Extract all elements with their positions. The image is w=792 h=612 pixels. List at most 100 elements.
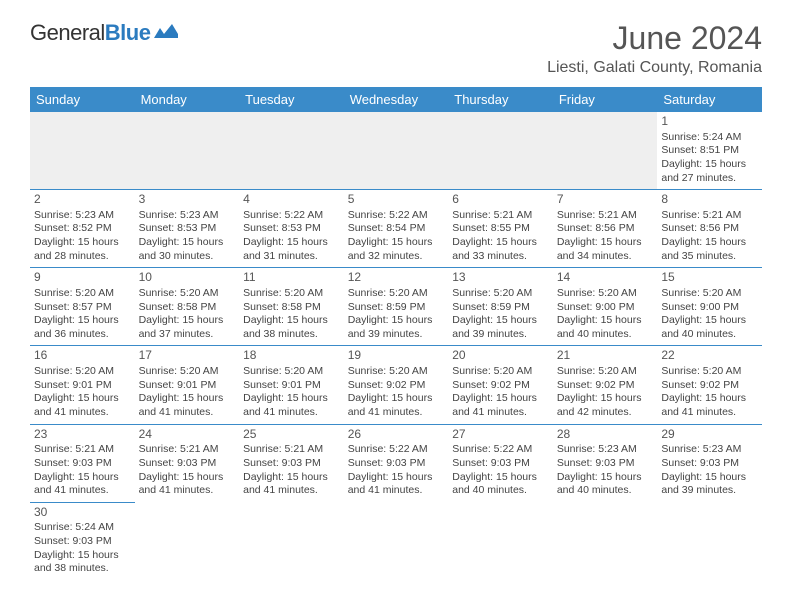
calendar-cell: 25Sunrise: 5:21 AMSunset: 9:03 PMDayligh…: [239, 424, 344, 502]
calendar-week-row: 23 Sunrise: 5:21 AM Sunset: 9:03 PM Dayligh…: [30, 424, 762, 502]
sunset-text: Sunset: 8:55 PM: [452, 222, 549, 236]
title-block: June 2024 Liesti, Galati County, Romania: [547, 20, 762, 77]
calendar-cell: 10Sunrise: 5:20 AMSunset: 8:58 PMDayligh…: [135, 268, 240, 346]
daylight-text: Daylight: 15 hours: [452, 471, 549, 485]
calendar-cell: 14Sunrise: 5:20 AMSunset: 9:00 PMDayligh…: [553, 268, 658, 346]
weekday-header: Sunday: [30, 87, 135, 112]
calendar-table: Sunday Monday Tuesday Wednesday Thursday…: [30, 87, 762, 580]
sunrise-text: Sunrise: 5:24 AM: [661, 131, 758, 145]
sunrise-text: Sunrise: 5:22 AM: [243, 209, 340, 223]
daylight-text: Daylight: 15 hours: [139, 236, 236, 250]
daylight-text: Daylight: 15 hours: [34, 549, 131, 563]
calendar-cell: 18Sunrise: 5:20 AMSunset: 9:01 PMDayligh…: [239, 346, 344, 424]
daylight-text: Daylight: 15 hours: [139, 314, 236, 328]
sunset-text: Sunset: 8:59 PM: [452, 301, 549, 315]
sunrise-text: Sunrise: 5:24 AM: [34, 521, 131, 535]
calendar-cell: 19Sunrise: 5:20 AMSunset: 9:02 PMDayligh…: [344, 346, 449, 424]
day-number: 22: [661, 348, 758, 364]
sunrise-text: Sunrise: 5:20 AM: [452, 287, 549, 301]
calendar-cell: 12Sunrise: 5:20 AMSunset: 8:59 PMDayligh…: [344, 268, 449, 346]
calendar-cell: [30, 112, 135, 190]
calendar-cell: 22Sunrise: 5:20 AMSunset: 9:02 PMDayligh…: [657, 346, 762, 424]
daylight-text: and 41 minutes.: [243, 406, 340, 420]
day-number: 30: [34, 505, 131, 521]
calendar-cell: 2Sunrise: 5:23 AMSunset: 8:52 PMDaylight…: [30, 190, 135, 268]
daylight-text: and 34 minutes.: [557, 250, 654, 264]
day-number: 1: [661, 114, 758, 130]
sunrise-text: Sunrise: 5:23 AM: [557, 443, 654, 457]
daylight-text: and 42 minutes.: [557, 406, 654, 420]
sunrise-text: Sunrise: 5:20 AM: [348, 287, 445, 301]
day-number: 15: [661, 270, 758, 286]
daylight-text: Daylight: 15 hours: [34, 471, 131, 485]
calendar-week-row: 1Sunrise: 5:24 AMSunset: 8:51 PMDaylight…: [30, 112, 762, 190]
calendar-cell: 1Sunrise: 5:24 AMSunset: 8:51 PMDaylight…: [657, 112, 762, 190]
sunset-text: Sunset: 8:54 PM: [348, 222, 445, 236]
logo: GeneralBlue: [30, 20, 178, 46]
sunrise-text: Sunrise: 5:21 AM: [243, 443, 340, 457]
flag-icon: [154, 20, 178, 46]
daylight-text: and 40 minutes.: [452, 484, 549, 498]
weekday-header: Saturday: [657, 87, 762, 112]
daylight-text: Daylight: 15 hours: [348, 236, 445, 250]
day-number: 19: [348, 348, 445, 364]
day-number: 23: [34, 427, 131, 443]
sunrise-text: Sunrise: 5:20 AM: [557, 287, 654, 301]
calendar-cell: 29Sunrise: 5:23 AMSunset: 9:03 PMDayligh…: [657, 424, 762, 502]
daylight-text: and 33 minutes.: [452, 250, 549, 264]
calendar-cell: 27Sunrise: 5:22 AMSunset: 9:03 PMDayligh…: [448, 424, 553, 502]
daylight-text: and 41 minutes.: [452, 406, 549, 420]
daylight-text: and 30 minutes.: [139, 250, 236, 264]
sunrise-text: Sunrise: 5:22 AM: [452, 443, 549, 457]
calendar-week-row: 2Sunrise: 5:23 AMSunset: 8:52 PMDaylight…: [30, 190, 762, 268]
day-number: 17: [139, 348, 236, 364]
calendar-cell: 21Sunrise: 5:20 AMSunset: 9:02 PMDayligh…: [553, 346, 658, 424]
calendar-cell: 30Sunrise: 5:24 AMSunset: 9:03 PMDayligh…: [30, 502, 135, 580]
calendar-cell: [239, 112, 344, 190]
day-number: 2: [34, 192, 131, 208]
location: Liesti, Galati County, Romania: [547, 59, 762, 77]
sunrise-text: Sunrise: 5:21 AM: [557, 209, 654, 223]
daylight-text: and 41 minutes.: [243, 484, 340, 498]
day-number: 3: [139, 192, 236, 208]
day-number: 24: [139, 427, 236, 443]
sunrise-text: Sunrise: 5:20 AM: [661, 365, 758, 379]
daylight-text: and 38 minutes.: [34, 562, 131, 576]
sunset-text: Sunset: 8:52 PM: [34, 222, 131, 236]
sunset-text: Sunset: 8:53 PM: [243, 222, 340, 236]
sunrise-text: Sunrise: 5:20 AM: [452, 365, 549, 379]
sunrise-text: Sunrise: 5:20 AM: [139, 365, 236, 379]
day-number: 25: [243, 427, 340, 443]
daylight-text: and 41 minutes.: [661, 406, 758, 420]
calendar-cell: 28Sunrise: 5:23 AMSunset: 9:03 PMDayligh…: [553, 424, 658, 502]
day-number: 18: [243, 348, 340, 364]
sunrise-text: Sunrise: 5:22 AM: [348, 443, 445, 457]
daylight-text: and 31 minutes.: [243, 250, 340, 264]
sunrise-text: Sunrise: 5:23 AM: [34, 209, 131, 223]
sunrise-text: Sunrise: 5:20 AM: [557, 365, 654, 379]
day-number: 8: [661, 192, 758, 208]
sunrise-text: Sunrise: 5:23 AM: [139, 209, 236, 223]
sunrise-text: Sunrise: 5:21 AM: [661, 209, 758, 223]
sunrise-text: Sunrise: 5:20 AM: [34, 365, 131, 379]
daylight-text: and 40 minutes.: [557, 484, 654, 498]
daylight-text: Daylight: 15 hours: [243, 236, 340, 250]
sunset-text: Sunset: 9:03 PM: [348, 457, 445, 471]
daylight-text: and 27 minutes.: [661, 172, 758, 186]
sunset-text: Sunset: 9:03 PM: [34, 535, 131, 549]
day-number: 10: [139, 270, 236, 286]
daylight-text: and 41 minutes.: [34, 406, 131, 420]
weekday-header: Tuesday: [239, 87, 344, 112]
day-number: 27: [452, 427, 549, 443]
calendar-week-row: 9Sunrise: 5:20 AMSunset: 8:57 PMDaylight…: [30, 268, 762, 346]
day-number: 21: [557, 348, 654, 364]
daylight-text: Daylight: 15 hours: [452, 236, 549, 250]
calendar-cell: [657, 502, 762, 580]
day-number: 20: [452, 348, 549, 364]
day-number: 13: [452, 270, 549, 286]
calendar-cell: [239, 502, 344, 580]
weekday-header: Thursday: [448, 87, 553, 112]
daylight-text: Daylight: 15 hours: [661, 236, 758, 250]
daylight-text: Daylight: 15 hours: [557, 236, 654, 250]
calendar-cell: 13Sunrise: 5:20 AMSunset: 8:59 PMDayligh…: [448, 268, 553, 346]
